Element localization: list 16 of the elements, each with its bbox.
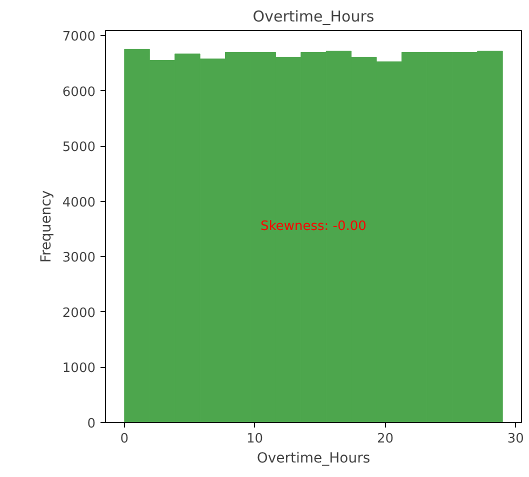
y-tick-label: 0 bbox=[87, 416, 96, 432]
y-tick-label: 7000 bbox=[62, 30, 96, 45]
y-axis-title: Frequency bbox=[38, 190, 54, 263]
annotation: Skewness: -0.00 bbox=[260, 219, 366, 234]
y-tick-label: 2000 bbox=[62, 306, 96, 321]
y-tick-label: 6000 bbox=[62, 84, 96, 100]
y-tick-label: 3000 bbox=[62, 250, 96, 266]
y-tick-label: 4000 bbox=[62, 195, 96, 210]
y-tick-label: 5000 bbox=[62, 140, 96, 156]
x-tick-label: 10 bbox=[246, 432, 264, 446]
chart-title: Overtime_Hours bbox=[252, 8, 374, 26]
x-tick-label: 0 bbox=[120, 432, 129, 446]
x-tick-label: 20 bbox=[376, 432, 394, 446]
x-tick-label: 30 bbox=[507, 432, 524, 446]
y-tick-label: 1000 bbox=[62, 361, 96, 376]
x-axis-title: Overtime_Hours bbox=[256, 450, 370, 466]
